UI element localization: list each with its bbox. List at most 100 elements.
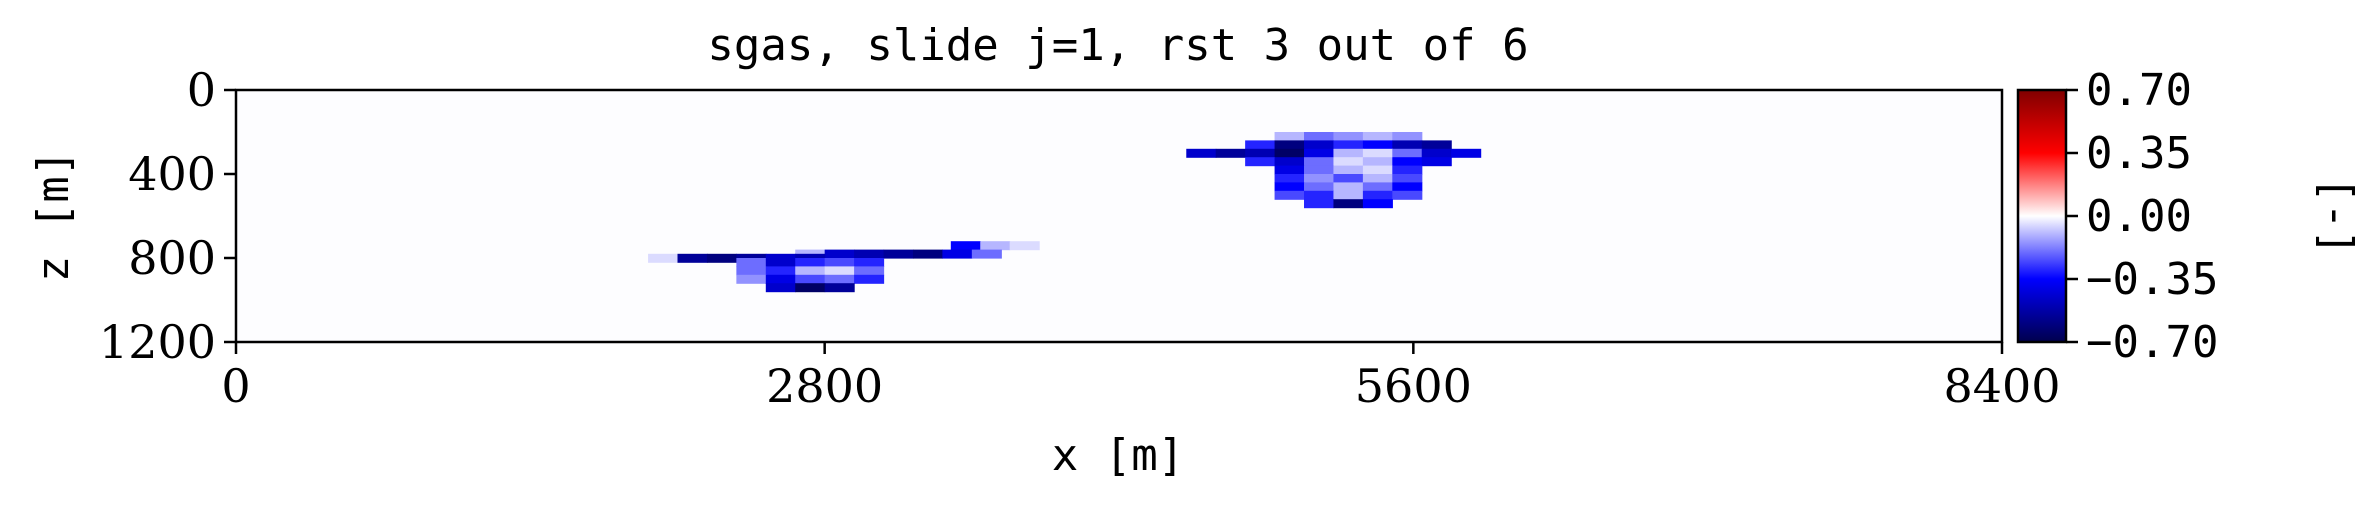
heatmap-cell: [795, 266, 826, 276]
heatmap-cell: [736, 266, 767, 276]
heatmap-cell: [736, 258, 767, 267]
heatmap-cell: [1333, 174, 1364, 183]
heatmap-cell: [1362, 182, 1393, 192]
heatmap-cell: [1215, 148, 1246, 158]
heatmap-cell: [854, 266, 885, 276]
heatmap-cell: [736, 274, 767, 284]
heatmap-cell: [1451, 148, 1482, 158]
heatmap-cell: [942, 249, 973, 259]
heatmap-cell: [1304, 132, 1335, 141]
colorbar-tick-label: −0.70: [2086, 317, 2218, 368]
heatmap-cell: [824, 258, 855, 267]
colorbar-gradient: [2016, 88, 2068, 344]
heatmap-cell: [677, 253, 708, 263]
heatmap-cell: [950, 241, 981, 251]
heatmap-cell: [1009, 241, 1040, 251]
heatmap-cell: [1392, 182, 1423, 192]
heatmap-cell: [1304, 199, 1335, 209]
heatmap-cell: [1362, 132, 1393, 141]
x-tick-label: 5600: [1355, 359, 1472, 413]
heatmap-cell: [795, 274, 826, 284]
x-axis-label: x [m]: [1052, 430, 1184, 481]
heatmap-cells: [648, 132, 1482, 293]
heatmap-cell: [980, 241, 1011, 251]
y-tick-label: 1200: [99, 315, 216, 369]
y-axis-label: z [m]: [28, 150, 79, 282]
heatmap-cell: [1274, 174, 1305, 183]
colorbar-tick-label: 0.35: [2086, 128, 2192, 179]
x-tick-label: 8400: [1943, 359, 2060, 413]
heatmap-cell: [1421, 157, 1452, 167]
heatmap-cell: [1274, 182, 1305, 192]
heatmap-cell: [1304, 182, 1335, 192]
heatmap-cell: [1304, 140, 1335, 150]
heatmap-cell: [854, 274, 885, 284]
heatmap-cell: [1392, 148, 1423, 158]
heatmap-cell: [1362, 165, 1393, 175]
x-tick-label: 2800: [766, 359, 883, 413]
heatmap-cell: [1274, 190, 1305, 200]
heatmap-cell: [824, 266, 855, 276]
heatmap-cell: [1392, 157, 1423, 167]
heatmap-cell: [854, 249, 885, 259]
heatmap-cell: [1274, 157, 1305, 167]
heatmap-cell: [824, 249, 855, 259]
heatmap-cell: [1304, 190, 1335, 200]
plume-region: [648, 241, 1040, 293]
heatmap-cell: [1392, 174, 1423, 183]
heatmap-cell: [1333, 132, 1364, 141]
heatmap-cell: [765, 274, 796, 284]
y-axis-ticks: 0 400 800 1200: [99, 63, 236, 369]
x-axis-ticks: 0 2800 5600 8400: [221, 342, 2061, 413]
chart-title: sgas, slide j=1, rst 3 out of 6: [707, 20, 1528, 71]
heatmap-cell: [1333, 182, 1364, 192]
colorbar-ticks: 0.70 0.35 0.00 −0.35 −0.70: [2066, 65, 2218, 368]
heatmap-cell: [1274, 148, 1305, 158]
heatmap-cell: [1392, 190, 1423, 200]
heatmap-cell: [1362, 174, 1393, 183]
heatmap-cell: [1362, 148, 1393, 158]
heatmap-cell: [1274, 132, 1305, 141]
heatmap-cell: [1333, 165, 1364, 175]
heatmap-cell: [854, 258, 885, 267]
heatmap-cell: [1245, 148, 1276, 158]
heatmap-cell: [1333, 190, 1364, 200]
heatmap-cell: [1304, 165, 1335, 175]
y-tick-label: 400: [128, 147, 216, 201]
plot-frame: [234, 88, 2004, 344]
heatmap-cell: [765, 283, 796, 293]
heatmap-cell: [1392, 132, 1423, 141]
y-tick-label: 800: [128, 231, 216, 285]
heatmap-cell: [1333, 140, 1364, 150]
heatmap-cell: [1421, 148, 1452, 158]
plume-region: [1186, 132, 1482, 209]
heatmap-cell: [706, 253, 737, 263]
heatmap-cell: [795, 283, 826, 293]
heatmap-cell: [1245, 140, 1276, 150]
heatmap-cell: [912, 249, 943, 259]
heatmap-cell: [1304, 174, 1335, 183]
heatmap-cell: [1245, 157, 1276, 167]
colorbar: 0.70 0.35 0.00 −0.35 −0.70 [-]: [2016, 65, 2362, 368]
heatmap-cell: [1333, 148, 1364, 158]
heatmap-cell: [1333, 157, 1364, 167]
heatmap-cell: [971, 249, 1002, 259]
heatmap-cell: [1304, 148, 1335, 158]
heatmap-cell: [883, 249, 914, 259]
heatmap-cell: [1304, 157, 1335, 167]
heatmap-cell: [1186, 148, 1217, 158]
heatmap-cell: [1274, 140, 1305, 150]
heatmap-cell: [1392, 140, 1423, 150]
colorbar-label: [-]: [2311, 176, 2362, 255]
y-tick-label: 0: [187, 63, 216, 117]
heatmap-cell: [1362, 199, 1393, 209]
colorbar-tick-label: 0.70: [2086, 65, 2192, 116]
plot-background: [236, 90, 2002, 342]
heatmap-cell: [1333, 199, 1364, 209]
colorbar-tick-label: 0.00: [2086, 191, 2192, 242]
plot-area: [234, 88, 2004, 344]
heatmap-cell: [648, 253, 679, 263]
heatmap-cell: [765, 266, 796, 276]
heatmap-cell: [824, 274, 855, 284]
